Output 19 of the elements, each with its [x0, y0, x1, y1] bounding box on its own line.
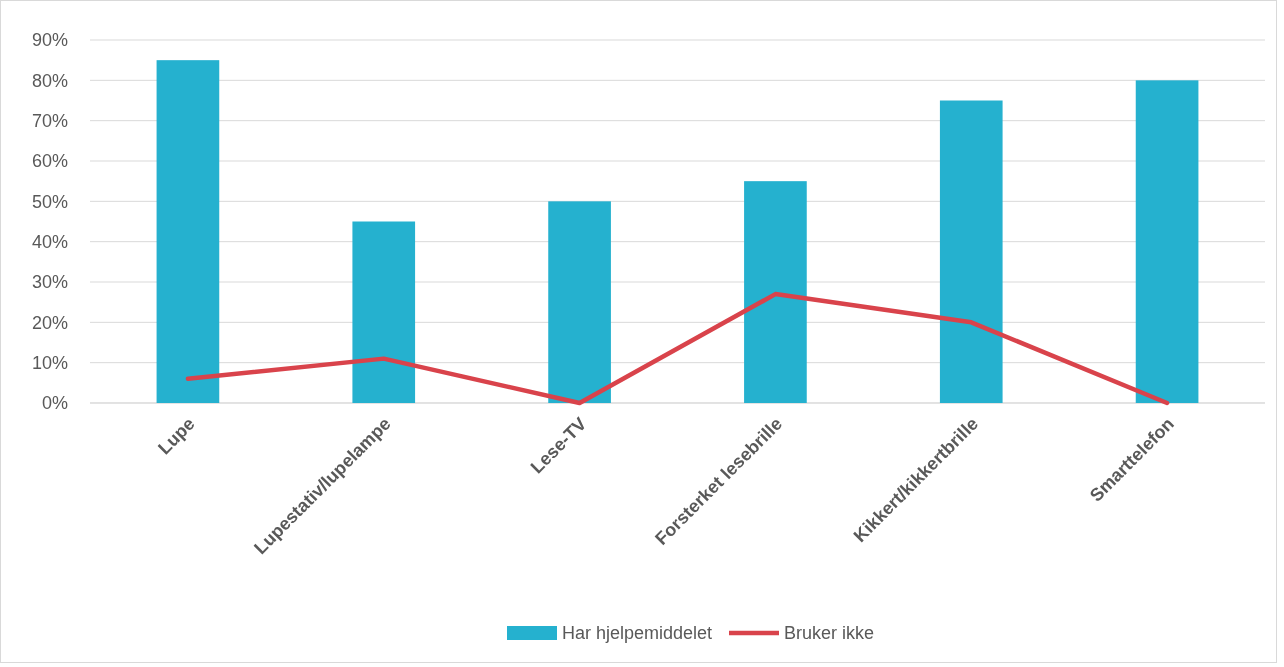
y-tick-label: 60%	[31, 151, 68, 172]
y-tick-label: 40%	[31, 231, 68, 252]
y-tick-label: 50%	[31, 191, 68, 212]
bar	[352, 221, 416, 403]
y-tick-label: 30%	[31, 272, 68, 293]
y-tick-label: 20%	[31, 312, 68, 333]
bar	[744, 181, 807, 403]
y-tick-label: 90%	[31, 30, 68, 51]
y-tick-label: 0%	[41, 393, 68, 414]
bar	[548, 201, 611, 403]
bar	[1135, 80, 1199, 403]
y-tick-label: 70%	[31, 110, 68, 131]
legend-label: Har hjelpemiddelet	[562, 623, 713, 644]
y-tick-label: 80%	[31, 70, 68, 91]
legend-label: Bruker ikke	[784, 623, 875, 644]
bar	[939, 100, 1003, 403]
line-series	[185, 291, 1170, 406]
bar	[156, 60, 220, 403]
y-tick-label: 10%	[31, 352, 68, 373]
